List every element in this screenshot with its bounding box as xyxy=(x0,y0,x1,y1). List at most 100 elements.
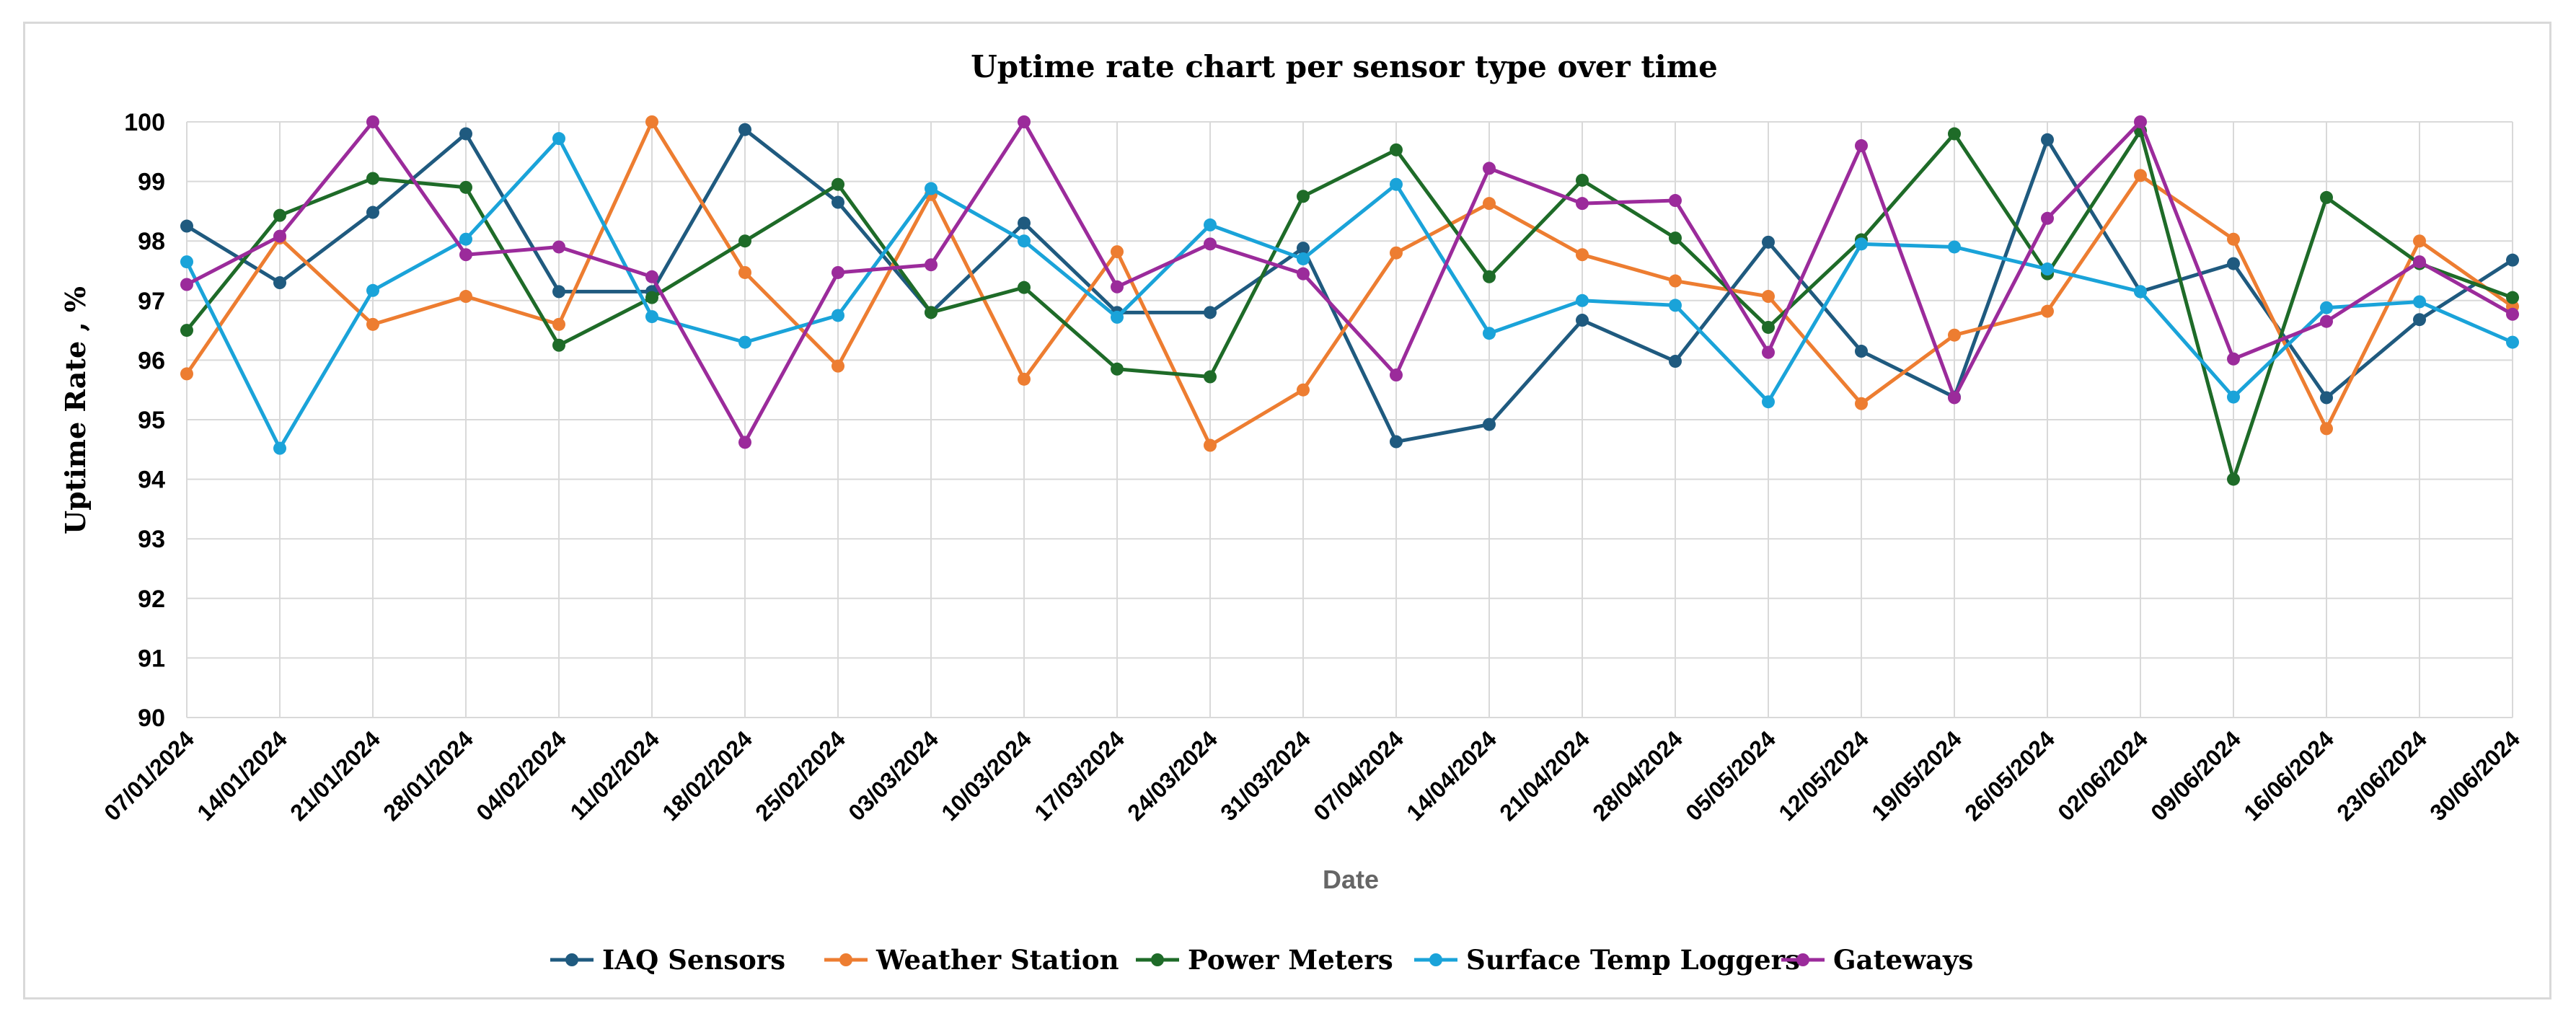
y-tick-label: 90 xyxy=(138,705,165,732)
data-point xyxy=(459,127,472,141)
data-point xyxy=(552,285,565,299)
series-surface-temp-loggers xyxy=(180,132,2519,455)
data-point xyxy=(273,276,286,290)
data-point xyxy=(1669,355,1682,368)
data-point xyxy=(1204,438,1217,452)
data-point xyxy=(1204,370,1217,384)
data-point xyxy=(645,310,658,324)
data-point xyxy=(1204,306,1217,319)
data-point xyxy=(738,335,751,349)
data-point xyxy=(1483,270,1496,283)
y-tick-label: 99 xyxy=(138,169,165,196)
data-point xyxy=(1762,345,1775,359)
legend-label: Surface Temp Loggers xyxy=(1466,944,1800,976)
data-point xyxy=(832,265,844,279)
data-point xyxy=(1762,235,1775,249)
data-point xyxy=(2041,304,2054,318)
legend-label: Gateways xyxy=(1833,944,1973,976)
y-tick-label: 93 xyxy=(138,526,165,553)
x-tick-label: 09/06/2024 xyxy=(2145,725,2246,826)
data-point xyxy=(1855,345,1868,358)
y-tick-label: 92 xyxy=(138,586,165,613)
data-point xyxy=(459,290,472,304)
data-point xyxy=(180,219,193,233)
series-line xyxy=(185,120,2514,444)
legend-item: IAQ Sensors xyxy=(550,944,785,976)
y-tick-label: 98 xyxy=(138,228,165,255)
data-point xyxy=(1018,216,1031,230)
x-tick-label: 21/04/2024 xyxy=(1494,725,1594,826)
x-tick-label: 31/03/2024 xyxy=(1215,725,1315,826)
data-point xyxy=(1483,197,1496,211)
series-power-meters xyxy=(180,124,2519,486)
data-point xyxy=(366,283,379,297)
data-point xyxy=(832,177,844,191)
legend-label: IAQ Sensors xyxy=(602,944,785,976)
data-point xyxy=(273,229,286,243)
x-tick-label: 02/06/2024 xyxy=(2052,725,2153,826)
x-tick-label: 18/02/2024 xyxy=(657,725,757,826)
y-axis-label: Uptime Rate , % xyxy=(59,286,92,534)
data-point xyxy=(2413,295,2426,309)
chart-title: Uptime rate chart per sensor type over t… xyxy=(971,49,1718,84)
data-point xyxy=(1390,246,1403,260)
y-tick-label: 97 xyxy=(138,288,165,315)
data-point xyxy=(366,317,379,331)
x-tick-label: 05/05/2024 xyxy=(1680,725,1781,826)
data-point xyxy=(552,317,565,331)
data-point xyxy=(1576,293,1589,307)
data-point xyxy=(1390,368,1403,382)
data-point xyxy=(273,441,286,455)
x-tick-label: 11/02/2024 xyxy=(565,725,664,825)
data-point xyxy=(1018,234,1031,248)
data-point xyxy=(1669,274,1682,288)
data-point xyxy=(1576,248,1589,262)
data-point xyxy=(459,232,472,246)
data-point xyxy=(2413,255,2426,269)
chart-frame: Uptime rate chart per sensor type over t… xyxy=(23,22,2551,999)
y-tick-label: 95 xyxy=(138,407,165,434)
data-point xyxy=(552,132,565,146)
x-axis-label: Date xyxy=(1323,865,1379,894)
x-tick-label: 25/02/2024 xyxy=(750,725,850,826)
data-point xyxy=(552,240,565,254)
data-point xyxy=(459,248,472,262)
data-point xyxy=(273,208,286,222)
data-point xyxy=(1018,281,1031,294)
series-group xyxy=(180,115,2519,486)
legend-item: Weather Station xyxy=(824,944,1119,976)
x-tick-label: 26/05/2024 xyxy=(1959,725,2060,826)
data-point xyxy=(1762,395,1775,409)
data-point xyxy=(2320,301,2333,314)
x-tick-label: 12/05/2024 xyxy=(1773,725,1874,826)
data-point xyxy=(738,436,751,449)
data-point xyxy=(2227,352,2240,366)
data-point xyxy=(2413,313,2426,327)
legend: IAQ Sensors Weather Station Power Meters Su… xyxy=(550,944,1973,976)
data-point xyxy=(645,115,658,128)
data-point xyxy=(1018,372,1031,386)
legend-item: Surface Temp Loggers xyxy=(1414,944,1800,976)
data-point xyxy=(738,234,751,248)
data-point xyxy=(2041,211,2054,225)
data-point xyxy=(2320,314,2333,328)
x-tick-label: 28/01/2024 xyxy=(378,725,478,826)
data-point xyxy=(1111,245,1124,259)
legend-marker xyxy=(1796,953,1809,966)
x-tick-label: 07/01/2024 xyxy=(99,725,199,826)
series-line xyxy=(185,128,2513,482)
data-point xyxy=(1390,177,1403,191)
data-point xyxy=(366,206,379,219)
data-point xyxy=(2227,390,2240,404)
data-point xyxy=(738,265,751,279)
data-point xyxy=(645,291,658,304)
data-point xyxy=(1390,143,1403,156)
legend-label: Power Meters xyxy=(1188,944,1393,976)
data-point xyxy=(1111,280,1124,293)
legend-marker xyxy=(1429,953,1442,966)
data-point xyxy=(180,278,193,291)
x-tick-label: 14/01/2024 xyxy=(192,725,292,826)
data-point xyxy=(1948,127,1961,141)
data-point xyxy=(1576,173,1589,187)
data-point xyxy=(2320,391,2333,405)
